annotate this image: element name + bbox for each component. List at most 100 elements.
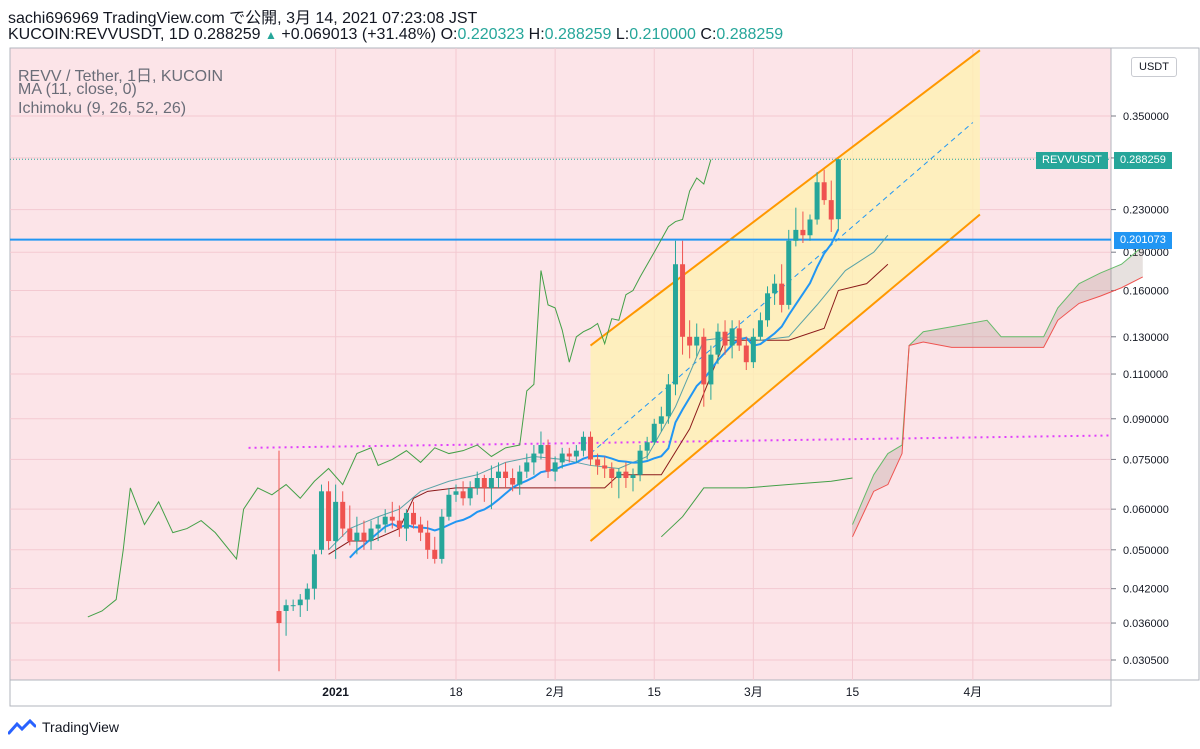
candle-body — [432, 549, 438, 559]
candle — [432, 536, 438, 564]
candle-body — [800, 229, 806, 236]
candle-body — [552, 462, 558, 472]
open-label: O: — [440, 26, 458, 43]
candle — [354, 516, 360, 555]
candle-body — [743, 345, 749, 363]
candle — [318, 484, 324, 555]
candle-body — [623, 471, 629, 479]
candle-body — [658, 416, 664, 424]
candle-body — [418, 524, 424, 533]
candle — [396, 505, 402, 537]
candle-body — [637, 450, 643, 475]
candle-body — [361, 532, 367, 542]
candle — [474, 471, 480, 495]
candle-body — [354, 532, 360, 542]
candle-body — [474, 478, 480, 488]
tradingview-logo[interactable]: TradingView — [8, 719, 119, 735]
candle — [757, 312, 763, 341]
candle-body — [588, 436, 594, 460]
candle-body — [318, 491, 324, 550]
candle-body — [531, 453, 537, 463]
regression-channel-fill — [590, 50, 980, 542]
ma-line — [349, 228, 840, 559]
symbol-ohlc-line: KUCOIN:REVVUSDT, 1D 0.288259 ▲ +0.069013… — [8, 26, 783, 44]
open-value: 0.220323 — [457, 26, 525, 43]
candle — [637, 445, 643, 482]
candle — [736, 320, 742, 351]
y-tick-label: 0.230000 — [1123, 205, 1169, 217]
y-tick-label: 0.090000 — [1123, 414, 1169, 426]
candle — [495, 462, 501, 488]
candle — [425, 520, 431, 559]
candle — [772, 274, 778, 305]
candle-body — [765, 293, 771, 321]
y-tick-label: 0.036000 — [1123, 618, 1169, 630]
candle — [630, 468, 636, 492]
candle-body — [835, 159, 841, 220]
candle — [411, 501, 417, 529]
candle — [453, 484, 459, 502]
x-tick-label: 15 — [648, 685, 662, 699]
candle-body — [687, 336, 693, 346]
candle-body — [517, 471, 523, 485]
candle-body — [283, 605, 289, 611]
candle-body — [609, 468, 615, 479]
candle-body — [347, 528, 353, 542]
candle-body — [382, 516, 388, 525]
candle — [503, 462, 509, 488]
candle — [701, 328, 707, 407]
candle-body — [524, 462, 530, 472]
y-tick-label: 0.030500 — [1123, 655, 1169, 667]
candle — [304, 583, 310, 611]
candle — [340, 491, 346, 537]
candle-body — [715, 331, 721, 355]
candle — [375, 516, 381, 542]
candle — [382, 509, 388, 533]
candle-body — [750, 336, 756, 363]
candle — [765, 286, 771, 327]
candle-body — [701, 336, 707, 385]
candle-body — [828, 200, 834, 220]
candle — [517, 465, 523, 495]
x-tick-label: 3月 — [744, 685, 763, 699]
candle-body — [616, 471, 622, 479]
y-tick-label: 0.190000 — [1123, 247, 1169, 259]
candle-body — [559, 453, 565, 463]
candle-body — [333, 501, 339, 542]
candle-body — [503, 471, 509, 479]
candle — [290, 599, 296, 611]
y-tick-label: 0.060000 — [1123, 504, 1169, 516]
candle-body — [446, 494, 452, 517]
low-label: L: — [615, 26, 630, 43]
candle — [559, 447, 565, 469]
candle-body — [680, 264, 686, 337]
candle-body — [495, 471, 501, 479]
candle-body — [326, 491, 332, 542]
x-tick-label: 2021 — [322, 685, 349, 699]
x-tick-label: 15 — [846, 685, 860, 699]
candle — [446, 487, 452, 521]
senkou-span-b — [852, 276, 1143, 538]
candle — [403, 509, 409, 542]
candle-body — [580, 436, 586, 451]
candle — [779, 264, 785, 313]
candle — [347, 505, 353, 546]
candle-body — [630, 474, 636, 479]
close-value: 0.288259 — [716, 26, 784, 43]
candle-body — [375, 524, 381, 529]
candle-body — [396, 520, 402, 529]
candle — [694, 323, 700, 357]
candle-body — [786, 240, 792, 305]
candle — [418, 516, 424, 542]
candle-body — [708, 354, 714, 385]
y-tick-label: 0.075000 — [1123, 454, 1169, 466]
y-tick-label: 0.350000 — [1123, 111, 1169, 123]
candle-body — [694, 336, 700, 346]
candle — [481, 474, 487, 502]
currency-button[interactable]: USDT — [1131, 57, 1177, 77]
legend-symbol: REVV / Tether, 1日, KUCOIN — [18, 68, 224, 85]
candle — [821, 169, 827, 205]
candle-body — [595, 459, 601, 466]
candle — [311, 549, 317, 600]
